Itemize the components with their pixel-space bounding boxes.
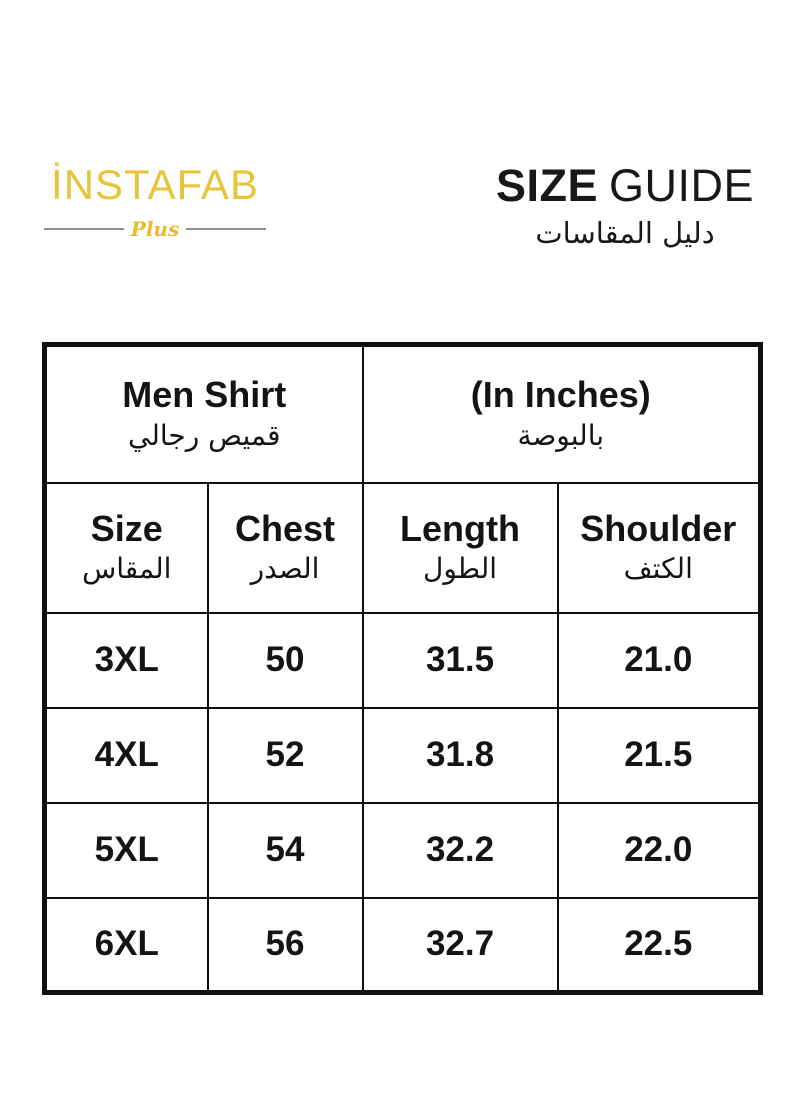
size-cell: 6XL — [43, 896, 209, 994]
page-title-size-word: SIZE — [495, 160, 598, 211]
size-cell: 3XL — [43, 611, 209, 709]
brand-plus-label: Plus — [130, 217, 180, 241]
page-title: SIZE GUIDE — [496, 163, 754, 208]
divider-line-right — [186, 228, 266, 230]
column-header-size-ar: المقاس — [82, 552, 172, 585]
unit-label-ar: بالبوصة — [517, 418, 605, 452]
shoulder-cell: 21.5 — [556, 706, 762, 804]
column-header-size: Size المقاس — [43, 481, 209, 614]
page-title-block: SIZE GUIDE دليل المقاسات — [496, 163, 754, 251]
length-cell: 32.7 — [361, 896, 559, 994]
shoulder-cell: 21.0 — [556, 611, 762, 709]
column-header-chest-en: Chest — [234, 507, 336, 549]
product-header-cell: Men Shirt قميص رجالي — [43, 343, 364, 484]
brand-wordmark: İNSTAFAB — [51, 161, 259, 208]
column-header-shoulder: Shoulder الكتف — [556, 481, 762, 614]
table-row: 3XL 50 31.5 21.0 — [43, 611, 762, 709]
page-title-guide-word: GUIDE — [608, 160, 754, 211]
unit-header-cell: (In Inches) بالبوصة — [361, 343, 762, 484]
length-cell: 32.2 — [361, 801, 559, 899]
chest-cell: 56 — [206, 896, 364, 994]
chest-cell: 50 — [206, 611, 364, 709]
column-header-length: Length الطول — [361, 481, 559, 614]
column-header-length-en: Length — [400, 507, 520, 549]
column-header-length-ar: الطول — [422, 552, 498, 585]
unit-label-en: (In Inches) — [470, 374, 651, 416]
table-row-product-header: Men Shirt قميص رجالي (In Inches) بالبوصة — [43, 343, 762, 484]
size-cell: 4XL — [43, 706, 209, 804]
length-cell: 31.5 — [361, 611, 559, 709]
table-row: 6XL 56 32.7 22.5 — [43, 896, 762, 994]
page-title-arabic: دليل المقاسات — [535, 216, 715, 250]
brand-divider: Plus — [44, 219, 266, 239]
chest-cell: 52 — [206, 706, 364, 804]
table-row-column-headers: Size المقاس Chest الصدر Length الطول Sho… — [43, 481, 762, 614]
shoulder-cell: 22.5 — [556, 896, 762, 994]
product-name-en: Men Shirt — [122, 374, 287, 416]
size-cell: 5XL — [43, 801, 209, 899]
size-guide-table: Men Shirt قميص رجالي (In Inches) بالبوصة… — [42, 342, 764, 995]
length-cell: 31.8 — [361, 706, 559, 804]
table-row: 5XL 54 32.2 22.0 — [43, 801, 762, 899]
column-header-shoulder-ar: الكتف — [623, 552, 693, 585]
table-row: 4XL 52 31.8 21.5 — [43, 706, 762, 804]
column-header-size-en: Size — [90, 507, 163, 549]
brand-logo: İNSTAFAB Plus — [44, 164, 266, 239]
column-header-shoulder-en: Shoulder — [580, 507, 737, 549]
chest-cell: 54 — [206, 801, 364, 899]
shoulder-cell: 22.0 — [556, 801, 762, 899]
column-header-chest: Chest الصدر — [206, 481, 364, 614]
divider-line-left — [44, 228, 124, 230]
product-name-ar: قميص رجالي — [128, 418, 281, 452]
column-header-chest-ar: الصدر — [250, 552, 320, 585]
